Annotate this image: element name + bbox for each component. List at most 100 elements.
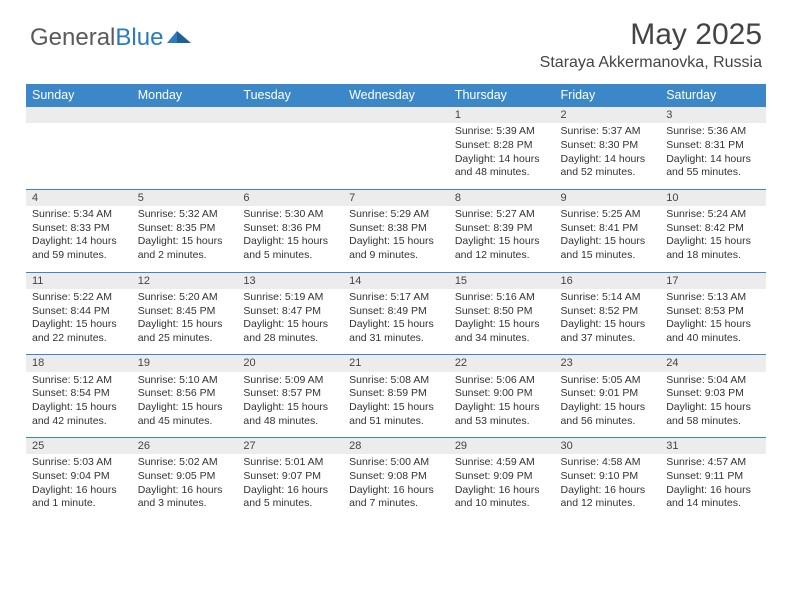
sunrise-text: Sunrise: 5:06 AM xyxy=(455,374,549,388)
sunset-text: Sunset: 8:36 PM xyxy=(243,222,337,236)
day-number-cell: 24 xyxy=(660,355,766,372)
sunrise-text: Sunrise: 5:27 AM xyxy=(455,208,549,222)
day-number-cell: 15 xyxy=(449,272,555,289)
day-detail-cell: Sunrise: 5:24 AMSunset: 8:42 PMDaylight:… xyxy=(660,206,766,272)
day-number-cell: 27 xyxy=(237,438,343,455)
day-number-cell: 19 xyxy=(132,355,238,372)
daylight-text: Daylight: 14 hours and 48 minutes. xyxy=(455,153,549,180)
location-text: Staraya Akkermanovka, Russia xyxy=(540,54,762,72)
sunset-text: Sunset: 9:09 PM xyxy=(455,470,549,484)
daylight-text: Daylight: 15 hours and 2 minutes. xyxy=(138,235,232,262)
daylight-text: Daylight: 15 hours and 53 minutes. xyxy=(455,401,549,428)
day-detail-cell: Sunrise: 4:58 AMSunset: 9:10 PMDaylight:… xyxy=(555,454,661,520)
day-detail-cell: Sunrise: 5:30 AMSunset: 8:36 PMDaylight:… xyxy=(237,206,343,272)
sunset-text: Sunset: 8:56 PM xyxy=(138,387,232,401)
sunrise-text: Sunrise: 5:14 AM xyxy=(561,291,655,305)
day-detail-row: Sunrise: 5:12 AMSunset: 8:54 PM Daylight:… xyxy=(26,372,766,438)
day-detail-cell: Sunrise: 5:25 AMSunset: 8:41 PMDaylight:… xyxy=(555,206,661,272)
day-number-cell: 20 xyxy=(237,355,343,372)
day-number-cell: 16 xyxy=(555,272,661,289)
sunset-text: Sunset: 9:04 PM xyxy=(32,470,126,484)
sunrise-text: Sunrise: 5:16 AM xyxy=(455,291,549,305)
day-detail-row: Sunrise: 5:03 AMSunset: 9:04 PMDaylight:… xyxy=(26,454,766,520)
daylight-text: Daylight: 14 hours and 59 minutes. xyxy=(32,235,126,262)
sunset-text: Sunset: 9:10 PM xyxy=(561,470,655,484)
sunset-text: Sunset: 9:11 PM xyxy=(666,470,760,484)
calendar-table: Sunday Monday Tuesday Wednesday Thursday… xyxy=(26,84,766,520)
day-detail-cell: Sunrise: 5:03 AMSunset: 9:04 PMDaylight:… xyxy=(26,454,132,520)
day-number-row: 25262728293031 xyxy=(26,438,766,455)
day-detail-cell: Sunrise: 5:39 AMSunset: 8:28 PMDaylight:… xyxy=(449,123,555,189)
day-detail-cell xyxy=(26,123,132,189)
day-detail-cell: Sunrise: 5:12 AMSunset: 8:54 PMDaylight:… xyxy=(26,372,132,438)
day-number-cell: 5 xyxy=(132,189,238,206)
sunrise-text: Sunrise: 5:29 AM xyxy=(349,208,443,222)
day-detail-cell: Sunrise: 4:57 AMSunset: 9:11 PMDaylight:… xyxy=(660,454,766,520)
day-number-cell: 23 xyxy=(555,355,661,372)
daylight-text: Daylight: 15 hours and 12 minutes. xyxy=(455,235,549,262)
daylight-text: Daylight: 15 hours and 31 minutes. xyxy=(349,318,443,345)
day-detail-cell: Sunrise: 5:19 AMSunset: 8:47 PMDaylight:… xyxy=(237,289,343,355)
day-detail-row: Sunrise: 5:39 AMSunset: 8:28 PMDaylight:… xyxy=(26,123,766,189)
day-number-cell: 1 xyxy=(449,107,555,124)
daylight-text: Daylight: 15 hours and 9 minutes. xyxy=(349,235,443,262)
day-number-row: 18192021222324 xyxy=(26,355,766,372)
daylight-text: Daylight: 14 hours and 55 minutes. xyxy=(666,153,760,180)
sunset-text: Sunset: 8:31 PM xyxy=(666,139,760,153)
day-number-cell xyxy=(343,107,449,124)
brand-part2: Blue xyxy=(115,24,163,52)
sunset-text: Sunset: 9:00 PM xyxy=(455,387,549,401)
day-detail-cell: Sunrise: 5:29 AMSunset: 8:38 PMDaylight:… xyxy=(343,206,449,272)
sunset-text: Sunset: 8:38 PM xyxy=(349,222,443,236)
day-detail-cell: Sunrise: 5:16 AMSunset: 8:50 PMDaylight:… xyxy=(449,289,555,355)
day-number-cell: 18 xyxy=(26,355,132,372)
weekday-header-row: Sunday Monday Tuesday Wednesday Thursday… xyxy=(26,84,766,107)
day-detail-cell: Sunrise: 5:05 AMSunset: 9:01 PMDaylight:… xyxy=(555,372,661,438)
sunrise-text: Sunrise: 5:36 AM xyxy=(666,125,760,139)
day-detail-cell: Sunrise: 5:34 AMSunset: 8:33 PMDaylight:… xyxy=(26,206,132,272)
daylight-text: Daylight: 16 hours and 1 minute. xyxy=(32,484,126,511)
sunset-text: Sunset: 9:08 PM xyxy=(349,470,443,484)
sunset-text: Sunset: 9:05 PM xyxy=(138,470,232,484)
day-detail-row: Sunrise: 5:22 AMSunset: 8:44 PMDaylight:… xyxy=(26,289,766,355)
daylight-text: Daylight: 15 hours and 48 minutes. xyxy=(243,401,337,428)
sunrise-text: Sunrise: 5:20 AM xyxy=(138,291,232,305)
day-detail-cell xyxy=(237,123,343,189)
day-number-cell: 26 xyxy=(132,438,238,455)
title-block: May 2025 Staraya Akkermanovka, Russia xyxy=(540,18,762,72)
day-number-cell: 9 xyxy=(555,189,661,206)
sunset-text: Sunset: 8:30 PM xyxy=(561,139,655,153)
brand-logo: GeneralBlue xyxy=(30,18,193,52)
sunset-text: Sunset: 8:35 PM xyxy=(138,222,232,236)
sunrise-text: Sunrise: 5:02 AM xyxy=(138,456,232,470)
sunrise-text: Sunrise: 5:03 AM xyxy=(32,456,126,470)
sunset-text: Sunset: 8:39 PM xyxy=(455,222,549,236)
sunrise-text: Sunrise: 5:13 AM xyxy=(666,291,760,305)
daylight-text: Daylight: 15 hours and 40 minutes. xyxy=(666,318,760,345)
sunset-text: Sunset: 8:52 PM xyxy=(561,305,655,319)
sunrise-text: Sunrise: 5:00 AM xyxy=(349,456,443,470)
sunset-text: Sunset: 8:57 PM xyxy=(243,387,337,401)
sunset-text: Sunset: 8:41 PM xyxy=(561,222,655,236)
weekday-header: Thursday xyxy=(449,84,555,107)
day-detail-cell: Sunrise: 5:27 AMSunset: 8:39 PMDaylight:… xyxy=(449,206,555,272)
day-number-cell: 17 xyxy=(660,272,766,289)
sunrise-text: Sunrise: 5:12 AM xyxy=(32,374,126,388)
sunrise-text: Sunrise: 5:19 AM xyxy=(243,291,337,305)
day-number-cell: 29 xyxy=(449,438,555,455)
sunset-text: Sunset: 8:54 PM xyxy=(32,387,126,401)
daylight-text: Daylight: 16 hours and 12 minutes. xyxy=(561,484,655,511)
weekday-header: Tuesday xyxy=(237,84,343,107)
sunrise-text: Sunrise: 5:08 AM xyxy=(349,374,443,388)
day-detail-cell: Sunrise: 5:14 AMSunset: 8:52 PMDaylight:… xyxy=(555,289,661,355)
sunrise-text: Sunrise: 5:37 AM xyxy=(561,125,655,139)
sunset-text: Sunset: 8:44 PM xyxy=(32,305,126,319)
daylight-text: Daylight: 16 hours and 5 minutes. xyxy=(243,484,337,511)
day-number-cell: 12 xyxy=(132,272,238,289)
calendar-body: 1 23 Sunrise: 5:39 AMSunset: 8:28 PMDaylig… xyxy=(26,107,766,521)
sunrise-text: Sunrise: 5:39 AM xyxy=(455,125,549,139)
sunset-text: Sunset: 8:53 PM xyxy=(666,305,760,319)
day-number-cell: 22 xyxy=(449,355,555,372)
sunrise-text: Sunrise: 4:57 AM xyxy=(666,456,760,470)
daylight-text: Daylight: 15 hours and 15 minutes. xyxy=(561,235,655,262)
